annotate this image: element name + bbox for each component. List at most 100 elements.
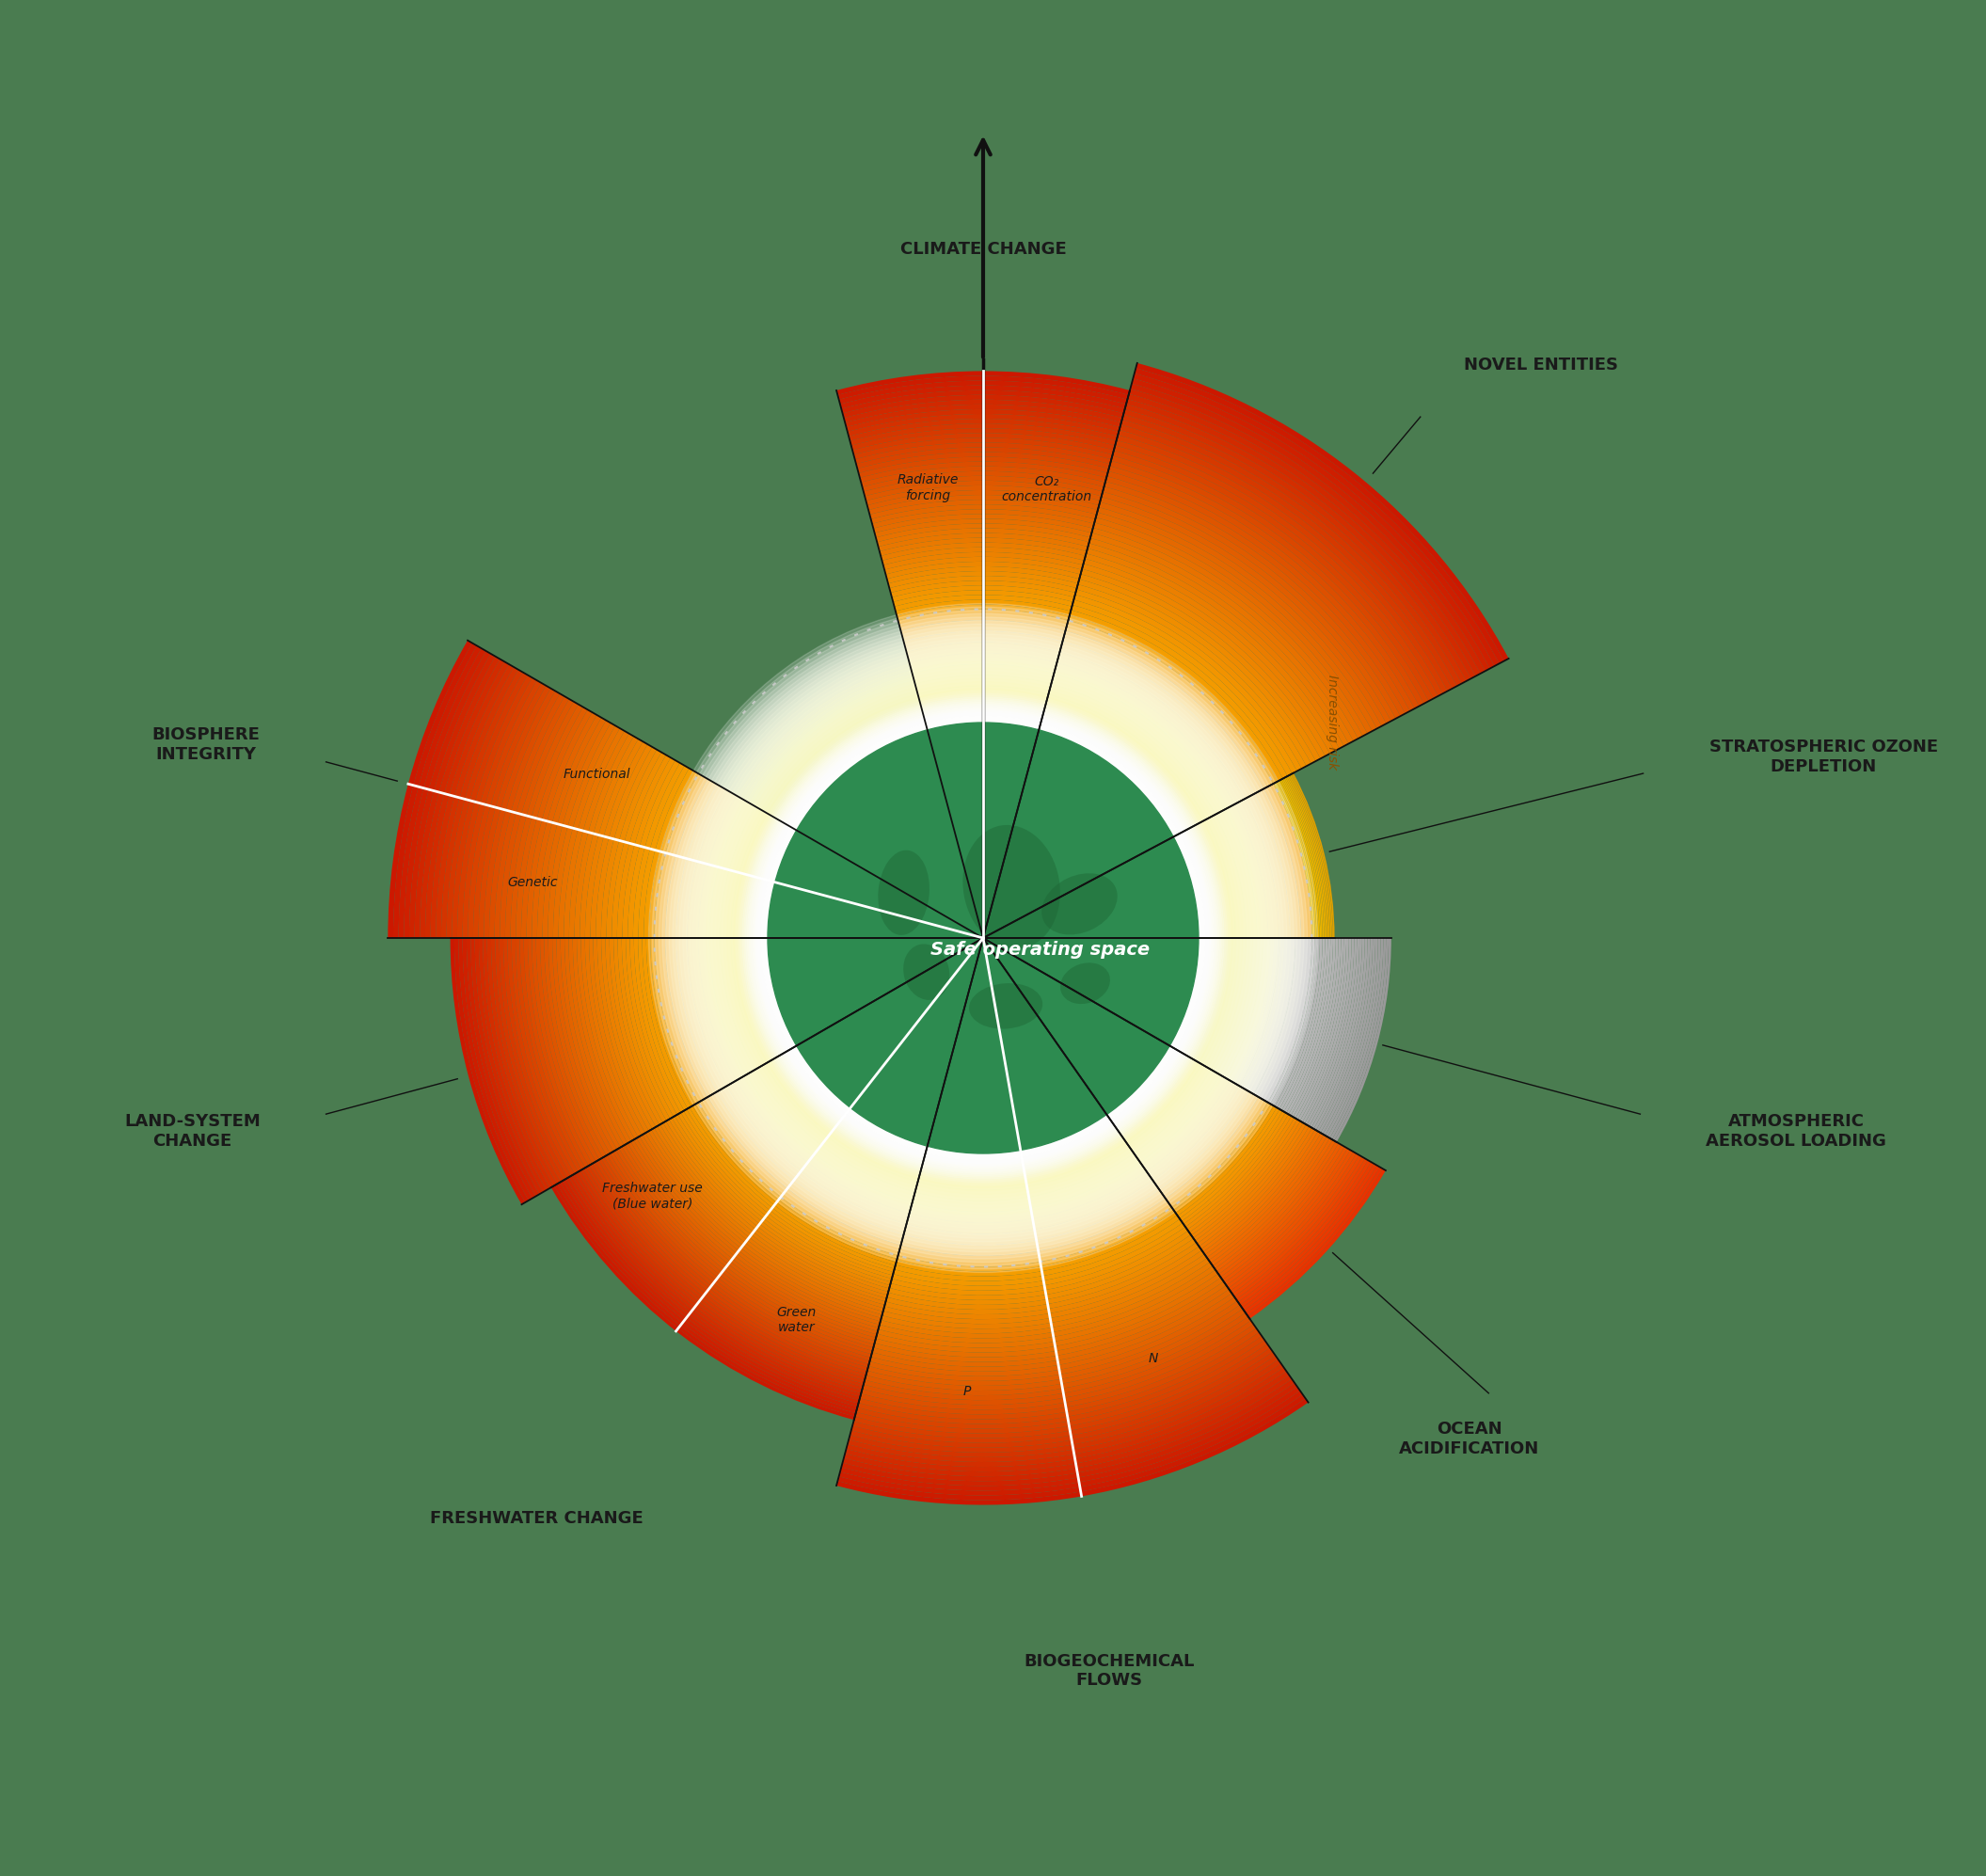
Wedge shape bbox=[560, 1180, 858, 1411]
Wedge shape bbox=[1015, 810, 1098, 882]
Wedge shape bbox=[1225, 1148, 1350, 1285]
Wedge shape bbox=[566, 1178, 860, 1403]
Wedge shape bbox=[868, 490, 1098, 510]
Wedge shape bbox=[765, 938, 802, 1047]
Wedge shape bbox=[842, 396, 1124, 418]
Text: Increasing risk: Increasing risk bbox=[1325, 675, 1339, 771]
Wedge shape bbox=[818, 855, 850, 938]
Wedge shape bbox=[1239, 938, 1295, 1094]
Wedge shape bbox=[1213, 1139, 1333, 1268]
Wedge shape bbox=[1283, 938, 1333, 1112]
Wedge shape bbox=[856, 446, 1110, 469]
Wedge shape bbox=[1110, 461, 1420, 709]
Wedge shape bbox=[1176, 829, 1213, 938]
Text: Functional: Functional bbox=[564, 767, 632, 780]
Wedge shape bbox=[848, 1360, 1281, 1458]
Wedge shape bbox=[818, 938, 850, 1021]
Ellipse shape bbox=[904, 944, 949, 1000]
Wedge shape bbox=[792, 1043, 929, 1150]
Circle shape bbox=[747, 702, 1219, 1174]
Wedge shape bbox=[1114, 445, 1434, 702]
Wedge shape bbox=[860, 1324, 1257, 1415]
Wedge shape bbox=[945, 1045, 1064, 1081]
Circle shape bbox=[749, 704, 1217, 1172]
Wedge shape bbox=[1051, 673, 1225, 814]
Wedge shape bbox=[862, 471, 1104, 492]
Wedge shape bbox=[1158, 840, 1192, 938]
Wedge shape bbox=[727, 1081, 910, 1223]
Text: FRESHWATER CHANGE: FRESHWATER CHANGE bbox=[429, 1510, 643, 1527]
Wedge shape bbox=[1126, 400, 1476, 679]
Wedge shape bbox=[1070, 604, 1287, 779]
Wedge shape bbox=[864, 477, 1102, 497]
Wedge shape bbox=[963, 992, 1027, 1015]
Wedge shape bbox=[1084, 559, 1331, 756]
Wedge shape bbox=[463, 677, 536, 938]
Wedge shape bbox=[1009, 961, 1031, 983]
Wedge shape bbox=[1128, 394, 1480, 675]
Wedge shape bbox=[479, 938, 550, 1189]
Circle shape bbox=[721, 675, 1245, 1201]
Wedge shape bbox=[929, 730, 1037, 747]
Wedge shape bbox=[1313, 938, 1368, 1129]
Wedge shape bbox=[775, 938, 812, 1043]
Wedge shape bbox=[1279, 780, 1319, 938]
Wedge shape bbox=[572, 1174, 862, 1398]
Wedge shape bbox=[842, 1383, 1297, 1486]
Wedge shape bbox=[1053, 998, 1096, 1045]
Circle shape bbox=[761, 717, 1206, 1159]
Circle shape bbox=[737, 692, 1229, 1184]
Wedge shape bbox=[598, 938, 653, 1131]
Wedge shape bbox=[1098, 870, 1126, 938]
Wedge shape bbox=[1301, 938, 1352, 1122]
Wedge shape bbox=[1120, 420, 1458, 688]
Circle shape bbox=[757, 713, 1209, 1163]
Wedge shape bbox=[874, 1278, 1223, 1356]
Wedge shape bbox=[864, 1309, 1245, 1396]
Wedge shape bbox=[467, 938, 540, 1197]
Wedge shape bbox=[495, 938, 564, 1182]
Wedge shape bbox=[858, 1328, 1259, 1418]
Wedge shape bbox=[498, 938, 568, 1180]
Wedge shape bbox=[1124, 403, 1472, 681]
Wedge shape bbox=[993, 929, 1005, 938]
Text: Radiative
forcing: Radiative forcing bbox=[898, 473, 959, 503]
Wedge shape bbox=[918, 972, 965, 1013]
Wedge shape bbox=[902, 621, 1064, 642]
Wedge shape bbox=[548, 720, 610, 938]
Wedge shape bbox=[862, 1321, 1253, 1409]
Wedge shape bbox=[1130, 383, 1490, 672]
Wedge shape bbox=[731, 812, 775, 938]
Wedge shape bbox=[419, 657, 500, 938]
Circle shape bbox=[697, 651, 1269, 1225]
Wedge shape bbox=[858, 458, 1108, 478]
Wedge shape bbox=[868, 1300, 1239, 1386]
Circle shape bbox=[733, 688, 1233, 1188]
Wedge shape bbox=[1088, 538, 1348, 747]
Wedge shape bbox=[604, 1156, 870, 1360]
Wedge shape bbox=[862, 1317, 1251, 1405]
Circle shape bbox=[761, 715, 1206, 1161]
Wedge shape bbox=[1140, 938, 1180, 1037]
Wedge shape bbox=[868, 1296, 1237, 1381]
Wedge shape bbox=[558, 726, 620, 938]
Wedge shape bbox=[904, 630, 1063, 653]
Wedge shape bbox=[516, 938, 582, 1172]
Text: Safe operating space: Safe operating space bbox=[929, 940, 1150, 959]
Wedge shape bbox=[1235, 1159, 1368, 1302]
Wedge shape bbox=[765, 1058, 922, 1182]
Wedge shape bbox=[1080, 882, 1104, 938]
Wedge shape bbox=[866, 1306, 1243, 1390]
Wedge shape bbox=[951, 818, 1015, 833]
Wedge shape bbox=[977, 947, 995, 961]
Wedge shape bbox=[882, 1255, 1207, 1328]
Wedge shape bbox=[634, 764, 685, 938]
Wedge shape bbox=[1051, 897, 1070, 938]
Wedge shape bbox=[973, 938, 983, 949]
Wedge shape bbox=[562, 1178, 858, 1407]
Wedge shape bbox=[850, 1009, 945, 1086]
Wedge shape bbox=[693, 1105, 898, 1263]
Wedge shape bbox=[961, 1000, 1033, 1026]
Wedge shape bbox=[896, 600, 1070, 615]
Wedge shape bbox=[854, 437, 1112, 460]
